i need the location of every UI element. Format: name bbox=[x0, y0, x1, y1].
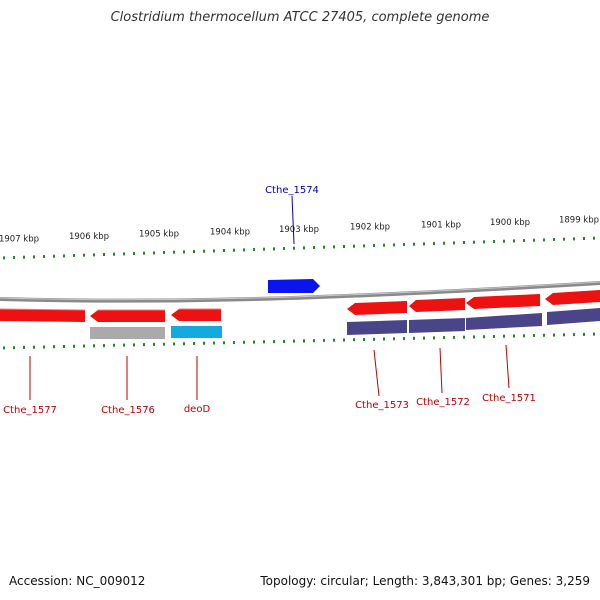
kbp-tick-label: 1900 kbp bbox=[490, 218, 530, 228]
feature-bar-purple-2 bbox=[409, 318, 465, 333]
gene-label[interactable]: Cthe_1573 bbox=[355, 400, 409, 411]
gene-label[interactable]: deoD bbox=[184, 404, 211, 415]
feature-bar-purple-4 bbox=[547, 308, 600, 325]
genome-backbone bbox=[0, 281, 600, 303]
genome-backbone-highlight bbox=[0, 281, 600, 301]
kbp-tick-label: 1899 kbp bbox=[559, 216, 599, 226]
feature-bar-purple-3 bbox=[466, 313, 542, 330]
kbp-tick-label: 1903 kbp bbox=[279, 225, 319, 235]
outer-tick-row bbox=[3, 236, 595, 260]
kbp-tick-label: 1901 kbp bbox=[421, 220, 461, 230]
gene-deoD[interactable] bbox=[171, 308, 221, 321]
gene-label[interactable]: Cthe_1571 bbox=[482, 393, 536, 404]
gene-label[interactable]: Cthe_1572 bbox=[416, 397, 470, 408]
kbp-tick-label: 1905 kbp bbox=[139, 230, 179, 240]
inner-tick-row bbox=[3, 332, 595, 350]
gene-cthe-1577[interactable] bbox=[0, 308, 86, 322]
feature-bar-cyan bbox=[171, 326, 222, 338]
genome-title: Clostridium thermocellum ATCC 27405, com… bbox=[110, 10, 490, 25]
gene-cthe-1576[interactable] bbox=[90, 309, 165, 322]
kbp-label-group: 1907 kbp 1906 kbp 1905 kbp 1904 kbp 1903 kbp… bbox=[0, 216, 599, 245]
topology-text: Topology: circular; Length: 3,843,301 bp… bbox=[260, 574, 590, 588]
gene-cthe-1572[interactable] bbox=[409, 298, 465, 312]
kbp-tick-label: 1906 kbp bbox=[69, 232, 109, 242]
gene-cthe-1571[interactable] bbox=[466, 294, 540, 309]
kbp-tick-label: 1902 kbp bbox=[350, 223, 390, 233]
accession-text: Accession: NC_009012 bbox=[9, 574, 146, 588]
gene-label[interactable]: Cthe_1577 bbox=[3, 405, 57, 416]
gene-cthe-1574[interactable] bbox=[268, 279, 320, 293]
label-leader-blue bbox=[291, 195, 295, 245]
feature-bar-gray bbox=[90, 327, 165, 339]
gene-label[interactable]: Cthe_1576 bbox=[101, 405, 155, 416]
feature-bar-purple-1 bbox=[347, 320, 407, 335]
gene-cthe-1573[interactable] bbox=[347, 301, 407, 315]
gene-label[interactable]: Cthe_1574 bbox=[265, 185, 319, 196]
kbp-tick-label: 1904 kbp bbox=[210, 227, 250, 237]
kbp-tick-label: 1907 kbp bbox=[0, 234, 39, 244]
gene-right-edge[interactable] bbox=[545, 290, 600, 305]
label-leaders bbox=[29, 344, 510, 400]
